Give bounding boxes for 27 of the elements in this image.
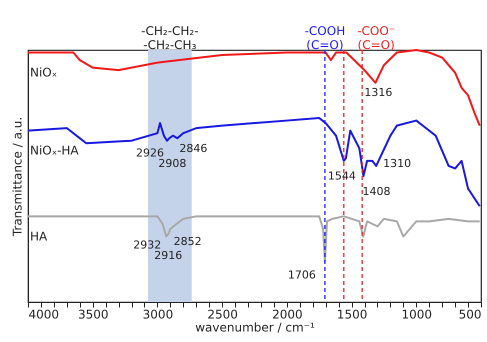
annotation: 2926 bbox=[136, 146, 164, 160]
x-tick-label: 4000 bbox=[28, 308, 60, 322]
annotation: 1408 bbox=[362, 185, 390, 198]
annotation: 2846 bbox=[179, 142, 208, 156]
series-label: NiOₓ-HA bbox=[30, 144, 80, 158]
ref-line-label: -COOH (C=O) bbox=[304, 24, 346, 52]
annotation: 2908 bbox=[158, 157, 186, 170]
annotation: 2852 bbox=[174, 234, 202, 248]
x-tick-label: 500 bbox=[458, 308, 482, 322]
annotation: 2932 bbox=[133, 238, 162, 252]
band-label: -CH₂-CH₂- -CH₂-CH₃ bbox=[141, 24, 199, 52]
x-tick-label: 2500 bbox=[207, 308, 238, 322]
annotation: 1706 bbox=[288, 268, 316, 282]
annotation: 2916 bbox=[154, 248, 182, 262]
x-axis-title: wavenumber / cm⁻¹ bbox=[195, 320, 315, 334]
x-tick-label: 1000 bbox=[402, 308, 432, 322]
x-tick-label: 1500 bbox=[336, 308, 368, 322]
x-tick-label: 3500 bbox=[78, 308, 108, 322]
series-label: NiOₓ bbox=[30, 66, 58, 80]
series-label: HA bbox=[30, 229, 48, 244]
annotation: 1544 bbox=[328, 169, 356, 182]
annotation: 1310 bbox=[383, 156, 412, 170]
annotation: 1316 bbox=[364, 86, 392, 99]
x-tick-label: 3000 bbox=[142, 308, 174, 322]
x-tick-label: 2000 bbox=[272, 308, 303, 322]
y-axis-title: Transmittance / a.u. bbox=[10, 116, 24, 238]
ref-line-label: -COO⁻ (C=O) bbox=[357, 24, 396, 52]
